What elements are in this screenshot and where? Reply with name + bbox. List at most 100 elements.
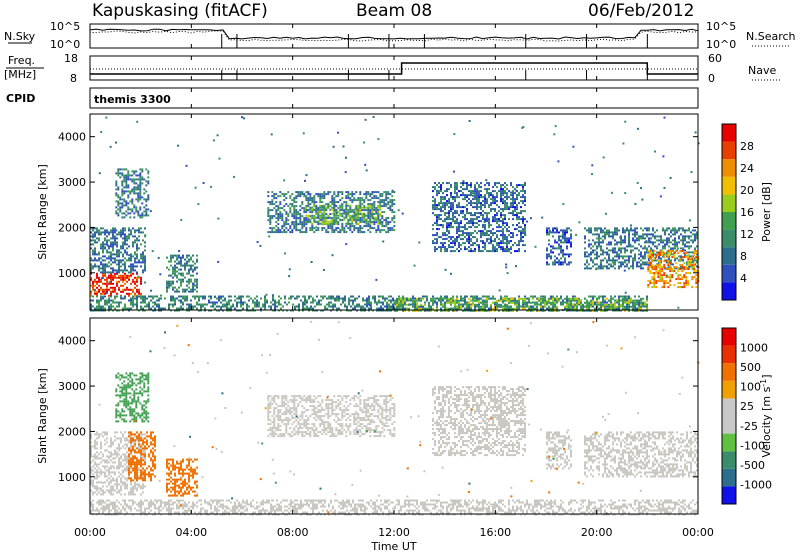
data-cell [293,225,296,228]
data-cell [550,257,552,260]
data-cell [440,309,442,312]
data-cell [664,239,666,242]
data-cell [114,231,116,234]
data-cell [307,193,310,196]
data-cell [125,178,128,181]
data-cell [122,269,124,272]
data-cell [90,269,92,272]
data-cell [432,196,434,199]
data-cell [524,244,526,247]
data-cell [112,233,114,236]
data-cell [656,239,658,242]
data-cell [438,208,440,211]
data-cell [518,250,520,253]
data-cell [299,219,302,222]
data-cell [602,235,604,238]
data-cell [236,297,238,300]
data-cell [143,214,146,217]
data-cell [436,194,438,197]
data-cell [365,193,368,196]
data-cell [118,267,120,270]
data-cell [454,216,456,219]
data-cell [504,295,506,298]
data-cell [432,224,434,227]
data-cell [494,216,496,219]
data-cell [381,193,384,196]
data-cell [92,243,94,246]
data-cell [132,297,134,300]
data-cell [604,235,606,238]
data-cell [450,210,452,213]
data-cell [98,229,100,232]
data-cell [657,276,660,279]
data-cell [490,232,492,235]
data-cell [673,256,676,259]
data-cell [430,299,432,302]
data-cell [134,286,136,289]
data-cell [178,256,180,259]
data-cell [276,305,278,308]
data-cell [600,305,602,308]
data-cell [363,212,366,215]
data-cell [655,282,658,285]
data-cell [132,305,134,308]
data-cell [302,303,304,306]
data-cell [694,237,696,240]
data-cell [94,290,96,293]
data-cell [590,257,592,260]
data-cell [448,230,450,233]
data-cell [444,206,446,209]
data-cell [144,269,146,272]
data-cell [550,295,552,298]
data-cell [518,192,520,195]
data-cell [122,233,124,236]
data-cell [304,303,306,306]
data-cell [544,305,546,308]
data-cell [184,295,186,298]
data-cell [135,188,138,191]
data-cell [438,224,440,227]
data-cell [120,276,122,279]
data-cell [279,201,282,204]
data-cell [671,270,674,273]
data-cell [440,200,442,203]
data-cell [134,280,136,283]
data-cell [654,231,656,234]
data-cell [476,182,478,185]
data-cell [139,176,142,179]
data-cell [494,303,496,306]
data-cell [323,216,326,219]
data-cell [486,297,488,300]
data-cell [112,301,114,304]
data-cell [518,301,520,304]
data-cell [119,208,122,211]
data-cell [404,309,406,312]
data-cell [470,214,472,217]
data-cell [510,202,512,205]
data-cell [96,229,98,232]
data-cell [126,286,128,289]
data-cell [286,303,288,306]
data-cell [440,196,442,199]
data-cell [504,190,506,193]
data-cell [656,251,658,254]
data-cell [606,305,608,308]
data-cell [687,282,690,285]
data-cell [524,184,526,187]
data-cell [347,191,350,194]
data-cell [526,301,528,304]
data-cell [528,309,530,312]
data-cell [293,217,296,220]
data-cell [669,284,672,287]
data-cell [596,255,598,258]
data-cell [550,307,552,310]
data-cell [562,229,564,232]
data-cell [504,234,506,237]
data-cell [522,232,524,235]
data-cell [444,212,446,215]
data-cell [132,245,134,248]
data-cell [685,282,688,285]
data-cell [361,212,364,215]
data-cell [438,186,440,189]
data-cell [689,272,692,275]
